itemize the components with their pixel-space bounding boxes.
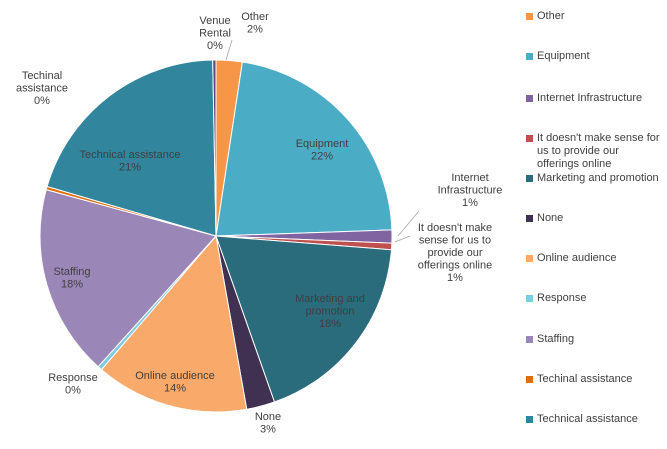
legend-swatch: [526, 135, 533, 142]
legend-swatch: [526, 215, 533, 222]
pie-slice-online-audience: [100, 234, 248, 413]
legend-item: None: [526, 212, 661, 225]
legend-item: Response: [526, 292, 661, 305]
legend-label: Technical assistance: [537, 413, 638, 425]
pie-slice-equipment: [215, 61, 393, 237]
pie-slices: [39, 59, 393, 413]
legend-item: Internet Infrastructure: [526, 92, 661, 105]
data-label: Marketing and promotion 18%: [295, 293, 365, 330]
data-labels: Venue Rental 0% Other 2% Equipment 22% Internet…: [16, 11, 502, 436]
data-label: Staffing 18%: [53, 266, 90, 291]
leader-lines: [225, 39, 420, 243]
legend-label: Internet Infrastructure: [537, 92, 643, 104]
data-label: Internet Infrastructure 1%: [438, 172, 503, 209]
data-label: Equipment 22%: [296, 138, 349, 163]
legend-item: Technical assistance: [526, 413, 661, 426]
legend-item: It doesn't make sense for us to provide …: [526, 132, 661, 171]
legend-swatch: [526, 175, 533, 182]
legend-swatch: [526, 13, 533, 20]
data-label: It doesn't make sense for us to provide ou…: [418, 222, 492, 284]
legend-item: Other: [526, 10, 661, 23]
legend-label: It doesn't make sense for us to provide …: [537, 132, 660, 170]
data-label: Venue Rental 0%: [199, 15, 231, 52]
leader-line: [397, 210, 420, 237]
legend-item: Marketing and promotion: [526, 172, 661, 185]
data-label: Online audience 14%: [135, 370, 215, 395]
data-label: None 3%: [255, 411, 281, 436]
pie-slice-staffing: [39, 189, 217, 368]
legend-swatch: [526, 255, 533, 262]
leader-line: [394, 235, 411, 243]
legend-item: Equipment: [526, 50, 661, 63]
legend-item: Techinal assistance: [526, 373, 661, 386]
data-label: Techinal assistance 0%: [16, 70, 68, 107]
data-label: Other 2%: [241, 11, 269, 36]
pie-slice-venue-rental: [212, 59, 217, 237]
legend-label: Equipment: [537, 50, 590, 62]
legend-label: Other: [537, 10, 565, 22]
data-label: Response 0%: [48, 372, 98, 397]
legend-label: Marketing and promotion: [537, 172, 659, 184]
legend-item: Staffing: [526, 333, 661, 346]
legend-item: Online audience: [526, 252, 661, 265]
data-label: Technical assistance 21%: [80, 149, 181, 174]
legend-label: Online audience: [537, 252, 617, 264]
legend-label: Staffing: [537, 333, 575, 345]
legend-label: Response: [537, 292, 587, 304]
pie-chart: Venue Rental 0% Other 2% Equipment 22% Internet…: [16, 11, 502, 436]
legend-swatch: [526, 376, 533, 383]
leader-line: [225, 39, 233, 61]
pie-slice-technical-assistance: [46, 59, 217, 237]
legend-swatch: [526, 53, 533, 60]
legend-label: Techinal assistance: [537, 373, 633, 385]
legend-swatch: [526, 336, 533, 343]
legend-swatch: [526, 295, 533, 302]
legend-swatch: [526, 95, 533, 102]
legend-label: None: [537, 212, 564, 224]
legend-swatch: [526, 416, 533, 423]
